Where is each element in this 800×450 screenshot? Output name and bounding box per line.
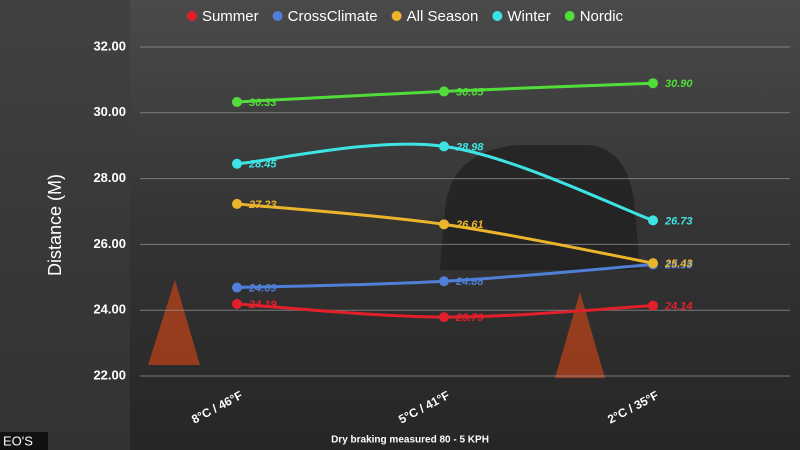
data-point — [648, 300, 658, 311]
legend-marker — [391, 11, 402, 21]
legend-marker — [186, 11, 197, 21]
watermark-box — [0, 432, 48, 450]
data-label: 28.98 — [455, 141, 484, 153]
y-tick-label: 24.00 — [93, 302, 126, 317]
legend-marker — [564, 11, 575, 21]
watermark: EO'S — [3, 433, 33, 448]
data-label: 24.69 — [248, 282, 277, 294]
data-point — [439, 219, 449, 230]
data-point — [232, 298, 242, 309]
data-point — [648, 78, 658, 89]
data-point — [232, 282, 242, 293]
background-cone — [148, 280, 200, 365]
data-point — [232, 198, 242, 209]
legend-label: CrossClimate — [288, 8, 378, 25]
data-label: 24.88 — [455, 276, 484, 288]
background-cone — [555, 292, 605, 378]
legend-marker — [272, 11, 283, 21]
background-car — [440, 145, 640, 270]
data-label: 24.14 — [664, 301, 693, 313]
data-label: 25.39 — [664, 259, 693, 271]
legend-label: All Season — [407, 8, 479, 25]
legend: Summer CrossClimate All Season Winter Nordic — [186, 8, 624, 25]
data-point — [232, 96, 242, 107]
legend-label: Winter — [507, 8, 550, 25]
data-label: 30.90 — [665, 78, 693, 90]
data-label: 30.65 — [456, 86, 484, 98]
legend-marker — [492, 11, 503, 21]
y-tick-label: 28.00 — [93, 170, 126, 185]
subtitle: Dry braking measured 80 - 5 KPH — [331, 435, 489, 446]
y-tick-label: 26.00 — [93, 236, 126, 251]
data-label: 26.61 — [455, 219, 484, 231]
data-point — [232, 158, 242, 169]
background-wall — [0, 0, 130, 450]
data-point — [648, 215, 658, 226]
y-tick-label: 32.00 — [93, 38, 126, 53]
y-tick-label: 22.00 — [93, 367, 126, 382]
legend-label: Summer — [202, 8, 259, 25]
data-point — [439, 312, 449, 323]
y-axis-label: Distance (M) — [45, 174, 65, 276]
data-point — [648, 258, 658, 269]
data-label: 27.23 — [248, 199, 277, 211]
data-label: 24.19 — [248, 299, 277, 311]
data-point — [439, 141, 449, 152]
data-label: 28.45 — [248, 159, 277, 171]
legend-label: Nordic — [580, 8, 624, 25]
data-label: 23.79 — [455, 312, 484, 324]
data-label: 30.33 — [249, 97, 277, 109]
data-point — [439, 86, 449, 97]
y-tick-label: 30.00 — [93, 104, 126, 119]
data-label: 26.73 — [664, 215, 693, 227]
data-label: 25.43 — [664, 258, 693, 270]
data-point — [439, 276, 449, 287]
